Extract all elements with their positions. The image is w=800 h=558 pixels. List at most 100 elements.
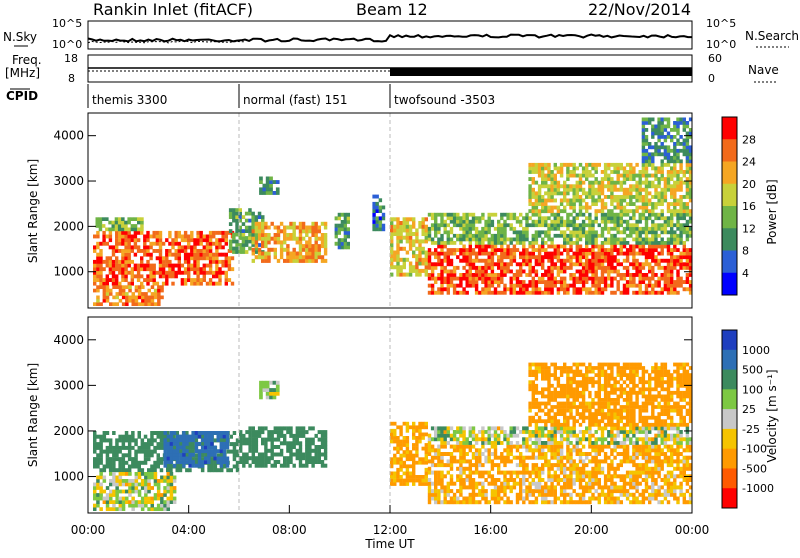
heatmap-cell xyxy=(215,231,218,235)
heatmap-cell xyxy=(601,266,604,270)
heatmap-cell xyxy=(422,457,425,461)
heatmap-cell xyxy=(554,248,557,252)
heatmap-cell xyxy=(170,446,173,450)
heatmap-cell xyxy=(293,438,296,442)
heatmap-cell xyxy=(667,181,670,185)
heatmap-cell xyxy=(422,436,425,440)
heatmap-cell xyxy=(134,465,138,469)
heatmap-cell xyxy=(122,438,126,442)
heatmap-cell xyxy=(415,440,418,444)
heatmap-cell xyxy=(308,426,311,430)
heatmap-cell xyxy=(382,206,385,210)
heatmap-cell xyxy=(96,453,100,457)
heatmap-cell xyxy=(261,233,264,237)
power-ylabel: Slant Range [km] xyxy=(26,159,40,263)
heatmap-cell xyxy=(293,237,296,241)
heatmap-cell xyxy=(406,472,409,476)
heatmap-cell xyxy=(112,450,116,454)
heatmap-cell xyxy=(541,170,544,174)
heatmap-cell xyxy=(122,483,126,487)
heatmap-cell xyxy=(645,152,648,156)
heatmap-cell xyxy=(686,121,689,125)
heatmap-cell xyxy=(588,291,591,295)
heatmap-cell xyxy=(547,184,550,188)
heatmap-cell xyxy=(165,256,168,260)
heatmap-cell xyxy=(338,213,341,217)
heatmap-cell xyxy=(645,209,648,213)
heatmap-cell xyxy=(632,277,635,281)
heatmap-cell xyxy=(462,448,465,452)
heatmap-cell xyxy=(686,255,689,259)
heatmap-cell xyxy=(673,125,676,129)
heatmap-cell xyxy=(651,259,654,263)
heatmap-cell xyxy=(119,500,123,504)
heatmap-cell xyxy=(472,223,475,227)
heatmap-cell xyxy=(437,213,440,217)
heatmap-cell xyxy=(93,274,96,278)
heatmap-cell xyxy=(156,282,159,286)
heatmap-cell xyxy=(632,209,635,213)
heatmap-cell xyxy=(651,220,654,224)
heatmap-cell xyxy=(544,209,547,213)
heatmap-cell xyxy=(425,461,428,465)
heatmap-cell xyxy=(162,264,165,268)
heatmap-cell xyxy=(96,245,99,249)
heatmap-cell xyxy=(140,228,144,232)
heatmap-cell xyxy=(280,441,283,445)
heatmap-cell xyxy=(190,231,193,235)
heatmap-cell xyxy=(138,446,142,450)
heatmap-cell xyxy=(679,280,682,284)
heatmap-cell xyxy=(478,245,481,249)
heatmap-cell xyxy=(165,282,168,286)
heatmap-cell xyxy=(503,213,506,217)
heatmap-cell xyxy=(214,468,218,472)
heatmap-cell xyxy=(109,468,113,472)
heatmap-cell xyxy=(673,135,676,139)
heatmap-cell xyxy=(121,253,124,257)
heatmap-cell xyxy=(462,471,465,475)
heatmap-cell xyxy=(390,228,393,232)
heatmap-cell xyxy=(557,482,560,486)
heatmap-cell xyxy=(573,195,576,199)
heatmap-cell xyxy=(475,448,478,452)
heatmap-cell xyxy=(239,460,242,464)
heatmap-cell xyxy=(308,449,311,453)
heatmap-cell xyxy=(447,489,450,493)
heatmap-cell xyxy=(557,252,560,256)
heatmap-cell xyxy=(434,230,437,234)
heatmap-cell xyxy=(258,243,262,247)
heatmap-cell xyxy=(538,191,541,195)
heatmap-cell xyxy=(96,274,99,278)
heatmap-cell xyxy=(125,285,129,289)
heatmap-cell xyxy=(440,287,443,291)
heatmap-cell xyxy=(99,453,103,457)
heatmap-cell xyxy=(450,238,453,242)
heatmap-cell xyxy=(308,237,311,241)
heatmap-cell xyxy=(242,222,246,226)
heatmap-cell xyxy=(324,456,327,460)
heatmap-cell xyxy=(595,181,598,185)
heatmap-cell xyxy=(206,238,209,242)
heatmap-cell xyxy=(324,259,327,263)
heatmap-cell xyxy=(601,199,604,203)
heatmap-cell xyxy=(318,453,321,457)
heatmap-cell xyxy=(491,266,494,270)
heatmap-cell xyxy=(141,296,145,300)
heatmap-cell xyxy=(645,128,648,132)
heatmap-cell xyxy=(178,249,181,253)
heatmap-cell xyxy=(642,227,645,231)
freq-tick-bottom: 8 xyxy=(68,72,75,85)
heatmap-cell xyxy=(475,241,478,245)
heatmap-cell xyxy=(223,435,226,439)
heatmap-cell xyxy=(648,248,651,252)
heatmap-cell xyxy=(106,260,109,264)
heatmap-cell xyxy=(510,259,513,263)
heatmap-cell xyxy=(661,118,664,122)
heatmap-cell xyxy=(175,253,178,257)
heatmap-cell xyxy=(440,216,443,220)
heatmap-cell xyxy=(604,277,607,281)
heatmap-cell xyxy=(657,184,660,188)
heatmap-cell xyxy=(629,252,632,256)
heatmap-cell xyxy=(119,504,123,508)
heatmap-cell xyxy=(141,302,145,306)
